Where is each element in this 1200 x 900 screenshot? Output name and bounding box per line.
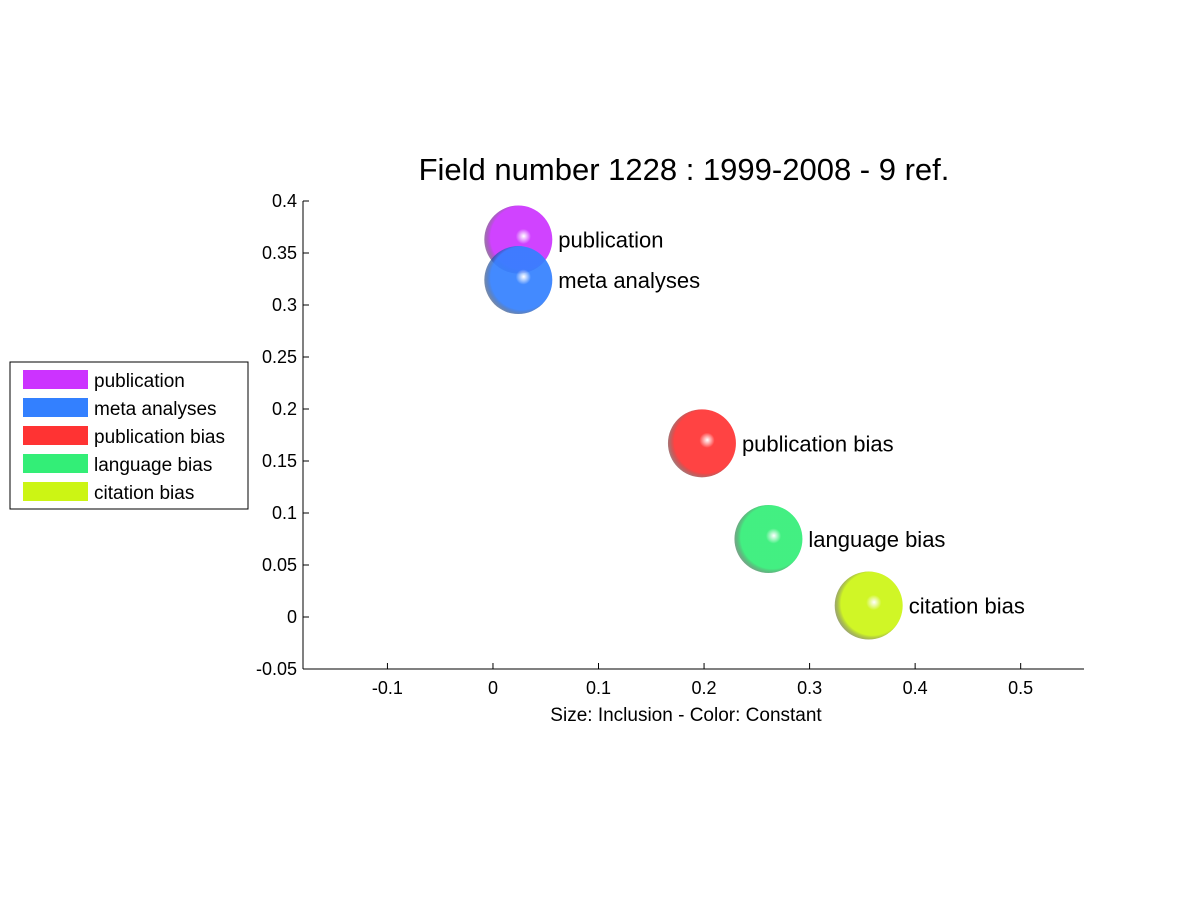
bubble-point [734,505,803,573]
point-label: language bias [808,527,945,552]
legend-swatch [23,370,88,389]
bubble-point [484,246,553,315]
legend-label: language bias [94,455,212,476]
y-ticks: -0.05 0 0.05 0.1 0.15 0.2 0.25 0.3 0.35 0.4 [256,191,309,679]
legend-swatch [23,398,88,417]
x-tick-label: 0.1 [586,678,611,698]
x-tick-label: 0.3 [797,678,822,698]
y-tick-label: 0.3 [272,295,297,315]
x-tick-label: 0.5 [1008,678,1033,698]
point-label: publication [558,227,663,252]
legend-swatch [23,482,88,501]
x-tick-label: 0.2 [692,678,717,698]
legend-label: publication [94,371,185,392]
plot-axes [302,201,1084,670]
y-tick-label: 0.05 [262,555,297,575]
x-tick-label: -0.1 [372,678,403,698]
data-points: publication meta analyses publication bias… [484,205,1025,640]
y-tick-label: -0.05 [256,659,297,679]
y-tick-label: 0.1 [272,503,297,523]
y-tick-label: 0.4 [272,191,297,211]
legend: publication meta analyses publication bias… [9,361,249,510]
x-axis-label: Size: Inclusion - Color: Constant [550,705,822,726]
legend-swatch [23,426,88,445]
legend-label: publication bias [94,427,225,448]
y-tick-label: 0 [287,607,297,627]
bubble-point [834,571,903,640]
legend-swatch [23,454,88,473]
point-label: publication bias [742,431,894,456]
y-tick-label: 0.2 [272,399,297,419]
x-tick-label: 0.4 [903,678,928,698]
y-tick-label: 0.35 [262,243,297,263]
chart-title: Field number 1228 : 1999-2008 - 9 ref. [419,152,950,187]
point-label: meta analyses [558,268,700,293]
legend-label: citation bias [94,483,194,504]
x-tick-label: 0 [488,678,498,698]
point-label: citation bias [909,594,1025,619]
y-tick-label: 0.15 [262,451,297,471]
x-ticks: -0.1 0 0.1 0.2 0.3 0.4 0.5 [372,663,1033,698]
bubble-point [667,409,736,478]
legend-label: meta analyses [94,399,217,420]
y-tick-label: 0.25 [262,347,297,367]
